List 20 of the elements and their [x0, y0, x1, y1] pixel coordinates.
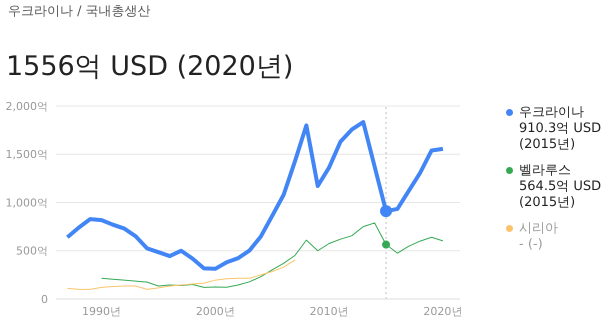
y-tick-label: 2,000억: [6, 100, 48, 113]
x-tick-label: 2000년: [196, 304, 235, 318]
text: - (-): [519, 237, 544, 253]
legend-label: 벨라루스: [519, 163, 572, 179]
chart-title: 1556억 USD (2020년): [6, 50, 294, 84]
x-tick-label: 1990년: [82, 304, 122, 318]
text: 910.3억 USD (2015년): [519, 121, 602, 153]
x-tick-label: 2010년: [310, 304, 349, 318]
y-tick-label: 0: [41, 292, 48, 306]
line-series: [66, 259, 296, 290]
legend-label: 시리아: [519, 221, 558, 237]
y-tick-label: 1,500억: [6, 148, 48, 162]
text: 564.5억 USD (2015년): [519, 179, 602, 211]
chart-subtitle: 우크라이나 / 국내총생산: [8, 3, 151, 20]
x-tick-label: 2020년: [423, 304, 462, 318]
line-series: [101, 222, 444, 288]
legend-label: 우크라이나: [519, 105, 585, 121]
y-tick-label: 500억: [16, 244, 48, 258]
y-tick-label: 1,000억: [6, 196, 48, 210]
line-series: [65, 120, 445, 271]
